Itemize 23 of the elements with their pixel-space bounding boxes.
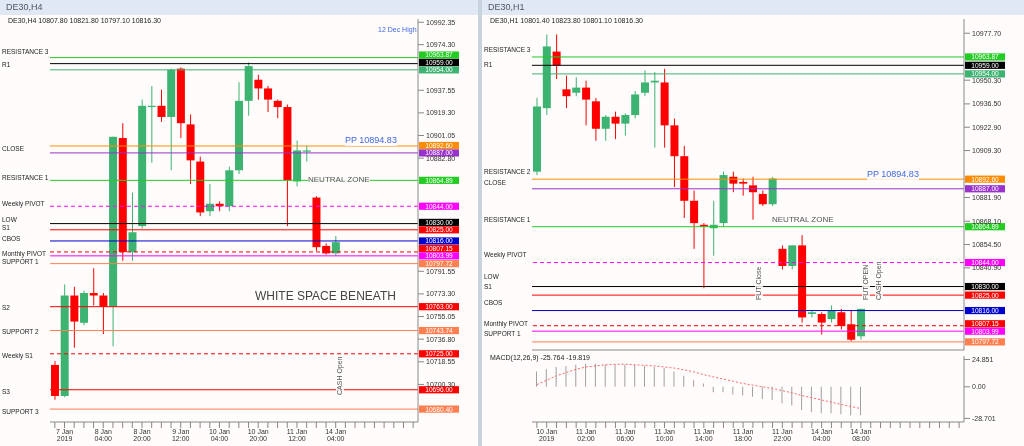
- candlestick: [611, 111, 620, 140]
- candlestick: [631, 90, 640, 119]
- candlestick: [788, 244, 797, 270]
- candlestick: [264, 85, 273, 113]
- candlestick: [601, 114, 610, 142]
- candlestick: [562, 75, 571, 109]
- annotation: NEUTRAL ZONE: [772, 215, 834, 225]
- candlestick: [157, 89, 166, 123]
- candlestick: [807, 310, 816, 318]
- candlestick: [572, 76, 581, 97]
- annotation: PP 10894.83: [345, 135, 397, 146]
- candlestick: [582, 80, 591, 126]
- annotation: NEUTRAL ZONE: [308, 175, 370, 185]
- annotation: PP 10894.83: [867, 169, 919, 180]
- candlestick: [621, 112, 630, 137]
- candlestick: [778, 244, 787, 270]
- line-series: [536, 363, 862, 410]
- candlestick: [254, 74, 263, 101]
- chart-title: DE30,H1: [482, 0, 1024, 15]
- chart-title: DE30,H4: [0, 0, 478, 15]
- annotation: WHITE SPACE BENEATH: [255, 289, 396, 304]
- candlestick: [273, 99, 282, 119]
- candlestick: [690, 190, 699, 250]
